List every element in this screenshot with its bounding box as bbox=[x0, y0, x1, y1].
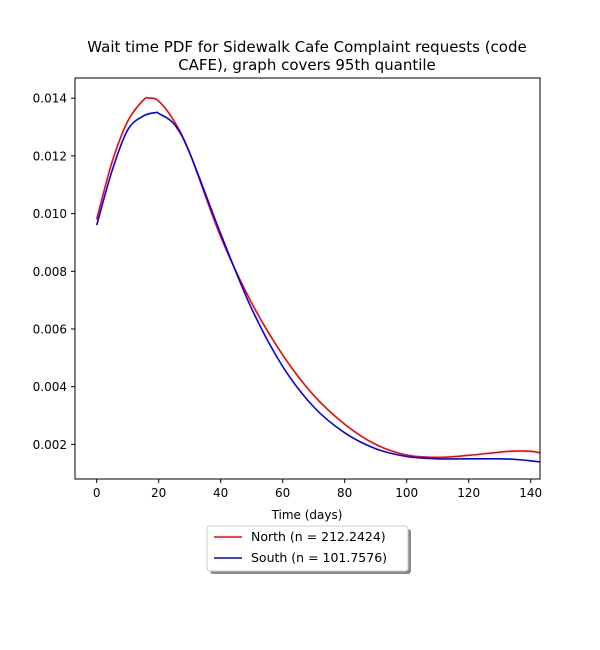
series-line-south bbox=[95, 111, 541, 463]
x-tick-label: 40 bbox=[213, 486, 228, 500]
x-tick-label: 120 bbox=[457, 486, 480, 500]
x-tick-label: 20 bbox=[151, 486, 166, 500]
chart-title-line-1: Wait time PDF for Sidewalk Cafe Complain… bbox=[87, 38, 526, 56]
x-axis-label: Time (days) bbox=[271, 508, 343, 522]
x-tick-label: 100 bbox=[395, 486, 418, 500]
legend-box bbox=[206, 525, 409, 572]
plot-area bbox=[74, 77, 541, 480]
x-tick-label: 140 bbox=[519, 486, 542, 500]
ticks-layer: 0 20 40 60 80 100 120 140 0.002 0.004 0.006 0.008 0.… bbox=[33, 92, 543, 500]
x-tick-label: 0 bbox=[93, 486, 101, 500]
x-tick-label: 60 bbox=[275, 486, 290, 500]
y-tick-label: 0.014 bbox=[33, 92, 67, 106]
legend: North (n = 212.2424) South (n = 101.7576… bbox=[206, 525, 411, 574]
series-layer bbox=[95, 96, 541, 463]
y-tick-label: 0.010 bbox=[33, 207, 67, 221]
y-tick-label: 0.008 bbox=[33, 265, 67, 279]
chart-title-line-2: CAFE), graph covers 95th quantile bbox=[178, 56, 436, 74]
x-tick-label: 80 bbox=[337, 486, 352, 500]
y-tick-label: 0.002 bbox=[33, 438, 67, 452]
legend-label-south: South (n = 101.7576) bbox=[251, 550, 387, 565]
y-tick-label: 0.004 bbox=[33, 380, 67, 394]
y-tick-label: 0.006 bbox=[33, 322, 67, 336]
y-tick-label: 0.012 bbox=[33, 149, 67, 163]
legend-label-north: North (n = 212.2424) bbox=[251, 529, 386, 544]
series-line-north bbox=[95, 96, 541, 459]
